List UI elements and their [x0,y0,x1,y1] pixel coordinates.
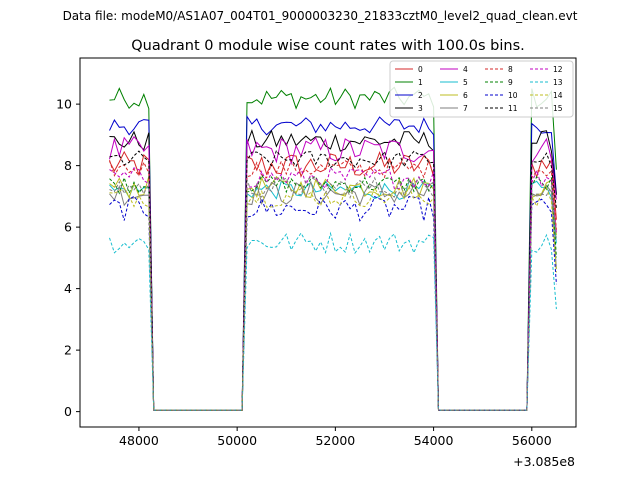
y-axis: 0 2 4 6 8 10 [56,97,80,419]
legend-label-11: 11 [508,104,518,113]
y-tick-label: 4 [64,281,72,296]
x-tick-label: 48000 [119,433,159,448]
legend-label-7: 7 [463,104,468,113]
y-tick-label: 8 [64,158,72,173]
legend-label-14: 14 [553,91,563,100]
x-tick-label: 54000 [414,433,454,448]
legend-box [389,60,574,118]
legend-label-9: 9 [508,78,513,87]
legend-label-12: 12 [553,65,563,74]
legend-label-2: 2 [418,91,423,100]
y-tick-label: 2 [64,343,72,358]
legend-label-8: 8 [508,65,513,74]
legend-label-3: 3 [418,104,423,113]
x-tick-label: 50000 [217,433,257,448]
y-tick-label: 10 [56,97,72,112]
chart-suptitle: Data file: modeM0/AS1A07_004T01_90000032… [63,9,578,23]
y-tick-label: 0 [64,404,72,419]
legend-label-13: 13 [553,78,563,87]
x-offset-label: +3.085e8 [513,454,575,469]
chart-title: Quadrant 0 module wise count rates with … [131,38,525,54]
y-tick-label: 6 [64,220,72,235]
plot-frame [79,57,577,428]
legend-label-6: 6 [463,91,468,100]
series-layer [109,86,557,411]
legend-label-5: 5 [463,78,468,87]
series-line-15 [109,176,557,411]
x-tick-label: 56000 [512,433,552,448]
x-axis: 48000 50000 52000 54000 56000 [119,427,552,448]
x-tick-label: 52000 [315,433,355,448]
legend-label-4: 4 [463,65,468,74]
legend-label-1: 1 [418,78,423,87]
legend-label-10: 10 [508,91,518,100]
legend-label-15: 15 [553,104,563,113]
legend-label-0: 0 [418,65,423,74]
